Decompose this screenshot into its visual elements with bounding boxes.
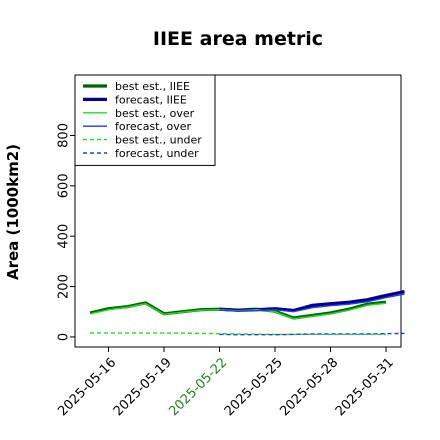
x-tick-label-1: 2025-05-19: [111, 355, 175, 419]
legend-label-4: best est., under: [115, 134, 202, 147]
series-layer: [89, 290, 405, 336]
x-tick-label-2: 2025-05-22: [166, 355, 230, 419]
y-tick-label-2: 400: [57, 224, 72, 249]
legend-label-2: best est., over: [115, 107, 195, 120]
legend-label-1: forecast, IIEE: [115, 93, 187, 106]
axes-layer: 02004006008002025-05-162025-05-192025-05…: [55, 123, 397, 419]
legend-label-5: forecast, under: [115, 147, 199, 160]
plot-frame: [74, 74, 402, 348]
series-line-5: [219, 332, 405, 336]
y-tick-label-3: 600: [57, 173, 72, 198]
x-tick-label-5: 2025-05-31: [333, 355, 397, 419]
y-axis-label: Area (1000km2): [4, 144, 22, 280]
chart-title: IIEE area metric: [153, 28, 323, 50]
series-line-4: [90, 332, 386, 336]
legend-label-3: forecast, over: [115, 120, 191, 133]
x-tick-label-3: 2025-05-25: [222, 355, 286, 419]
y-tick-label-1: 200: [57, 274, 72, 299]
legend-label-0: best est., IIEE: [115, 80, 190, 93]
y-tick-label-0: 0: [57, 333, 72, 341]
x-tick-label-4: 2025-05-28: [277, 355, 341, 419]
legend-box: [74, 74, 216, 166]
series-line-3: [219, 293, 405, 313]
y-tick-label-4: 800: [57, 123, 72, 148]
x-tick-label-0: 2025-05-16: [55, 355, 119, 419]
